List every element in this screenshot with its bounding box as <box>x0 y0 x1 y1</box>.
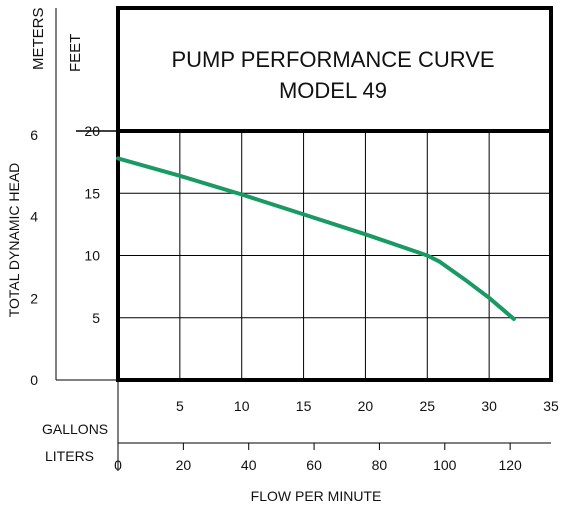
feet-tick-label: 5 <box>92 310 100 326</box>
meters-tick-label: 0 <box>30 372 38 388</box>
x-axis-unit-gallons: GALLONS <box>42 421 108 437</box>
liters-tick-label: 60 <box>306 457 322 473</box>
feet-tick-label: 10 <box>84 248 100 264</box>
meters-tick-label: 2 <box>30 290 38 306</box>
series-layer <box>116 156 516 321</box>
liters-tick-label: 80 <box>372 457 388 473</box>
x-axis-title: FLOW PER MINUTE <box>251 488 382 504</box>
axis-structure <box>55 8 551 471</box>
y-axis-unit-meters: METERS <box>30 7 47 70</box>
liters-tick-label: 120 <box>498 457 522 473</box>
plot-frame <box>76 6 553 382</box>
chart-title: PUMP PERFORMANCE CURVE <box>171 47 494 72</box>
feet-tick-label: 20 <box>84 123 100 139</box>
meters-tick-label: 6 <box>30 127 38 143</box>
tick-labels: 5 10 15 20 0 2 4 6 5 10 15 20 25 30 35 0 20 40 60 80 100 120 <box>30 123 559 473</box>
x-axis-unit-liters: LITERS <box>45 448 94 464</box>
gallons-tick-label: 10 <box>234 398 250 414</box>
gallons-tick-label: 5 <box>176 398 184 414</box>
liters-tick-label: 0 <box>114 457 122 473</box>
gallons-tick-label: 30 <box>481 398 497 414</box>
liters-tick-label: 40 <box>241 457 257 473</box>
grid <box>118 131 551 380</box>
performance-curve <box>116 156 516 321</box>
meters-tick-label: 4 <box>30 209 38 225</box>
liters-tick-label: 20 <box>176 457 192 473</box>
liters-tick-label: 100 <box>433 457 457 473</box>
gallons-tick-label: 15 <box>296 398 312 414</box>
gallons-tick-label: 20 <box>358 398 374 414</box>
outer-frame <box>116 6 553 382</box>
y-axis-unit-feet: FEET <box>67 34 84 72</box>
y-axis-title: TOTAL DYNAMIC HEAD <box>6 163 22 318</box>
gallons-tick-label: 35 <box>543 398 559 414</box>
gallons-tick-label: 25 <box>419 398 435 414</box>
feet-tick-label: 15 <box>84 185 100 201</box>
chart-subtitle: MODEL 49 <box>279 78 387 103</box>
